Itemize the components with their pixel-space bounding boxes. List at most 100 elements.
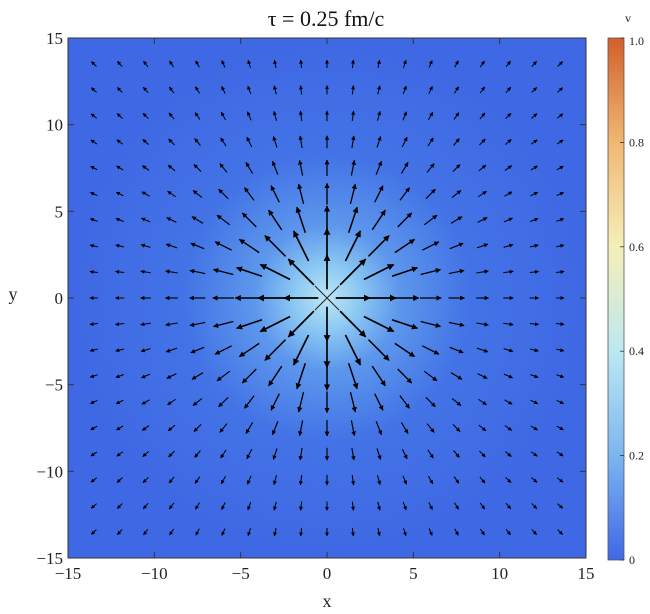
vector-arrow [425,188,436,200]
vector-arrow [299,59,304,69]
vector-arrow [402,501,407,511]
vector-arrow [556,113,564,119]
vector-arrow [89,322,98,327]
vector-arrow [556,139,564,145]
vector-arrow [89,218,98,222]
vector-arrow [371,209,386,231]
vector-arrow [452,424,461,432]
vector-arrow [367,339,390,361]
vector-arrow [556,269,565,274]
vector-arrow [399,395,410,409]
vector-arrow [247,528,252,537]
vector-arrow [165,269,178,274]
vector-arrow [556,425,564,431]
vector-arrow [287,258,315,286]
vector-arrow [238,238,260,254]
vector-arrow [90,503,97,509]
vector-arrow [530,165,538,171]
vector-arrow [420,268,442,276]
vector-arrow [479,138,486,146]
vector-arrow [351,135,356,149]
vector-arrow [117,60,123,68]
vector-arrow [218,396,229,408]
x-tick-label: 15 [578,564,595,583]
colorbar-tick-label: 1.0 [629,34,644,48]
vector-arrow [298,159,304,176]
vector-arrow [247,59,252,68]
vector-arrow [298,501,304,511]
vector-arrow [247,85,252,95]
vector-arrow [142,502,149,510]
x-tick-label: 10 [491,564,508,583]
chart-title: τ = 0.25 fm/c [268,6,385,31]
vector-arrow [479,502,486,510]
vector-arrow [402,528,407,537]
vector-arrow [531,477,538,483]
vector-arrow [245,422,254,434]
vector-arrow [166,217,177,223]
vector-arrow [238,342,260,358]
vector-arrow [425,396,436,408]
vector-arrow [259,263,291,281]
vector-arrow [169,528,175,536]
vector-arrow [116,503,123,509]
vector-arrow [271,160,279,175]
vector-arrow [531,528,537,536]
vector-arrow [116,87,123,93]
vector-arrow [448,321,465,328]
vector-arrow [91,61,97,67]
vector-arrow [168,502,175,510]
vector-arrow [557,529,563,535]
vector-arrow [375,160,383,175]
vector-arrow [189,321,206,328]
vector-arrow [167,424,176,432]
vector-arrow [194,112,201,120]
vector-arrow [350,59,355,69]
colorbar-tick-label: 0.8 [629,135,644,149]
vector-arrow [428,502,433,510]
vector-arrow [115,243,125,248]
vector-arrow [376,136,382,148]
vector-arrow [376,475,382,486]
vector-arrow [115,269,125,274]
vector-arrow [402,85,407,95]
plot-area: −15 −10 −5 0 5 10 15 −15 −10 −5 0 5 10 15 [36,29,594,583]
vector-arrow [350,420,356,437]
vector-arrow [221,502,226,510]
vector-arrow [142,476,149,484]
vector-arrow [426,163,435,173]
vector-arrow [476,243,489,249]
vector-arrow [236,319,263,330]
vector-arrow [90,191,98,197]
vector-arrow [449,346,464,354]
vector-arrow [477,373,488,379]
vector-arrow [212,268,234,276]
vector-arrow [90,113,98,119]
vector-arrow [530,451,538,457]
vector-arrow [195,60,200,68]
vector-arrow [298,420,304,437]
vector-arrow [505,502,512,510]
vector-arrow [268,209,283,231]
vector-arrow [453,112,460,120]
vector-arrow [195,528,200,536]
y-tick-label: −15 [36,549,63,568]
y-tick-label: −10 [36,462,63,481]
vector-arrow [505,476,512,484]
vector-arrow [189,268,206,275]
vector-arrow [272,448,278,460]
vector-arrow [479,60,485,68]
vector-arrow [141,425,150,431]
vector-arrow [376,59,381,68]
vector-arrow [91,529,97,535]
colorbar-ticks: 0 0.2 0.4 0.6 0.8 1.0 [620,34,644,567]
vector-arrow [454,502,459,510]
vector-arrow [166,373,177,379]
vector-arrow [115,217,124,222]
vector-arrow [90,477,98,483]
vector-arrow [168,476,175,484]
vector-arrow [141,399,150,405]
vector-arrow [529,322,539,327]
vector-arrow [195,502,200,510]
vector-arrow [504,451,512,457]
